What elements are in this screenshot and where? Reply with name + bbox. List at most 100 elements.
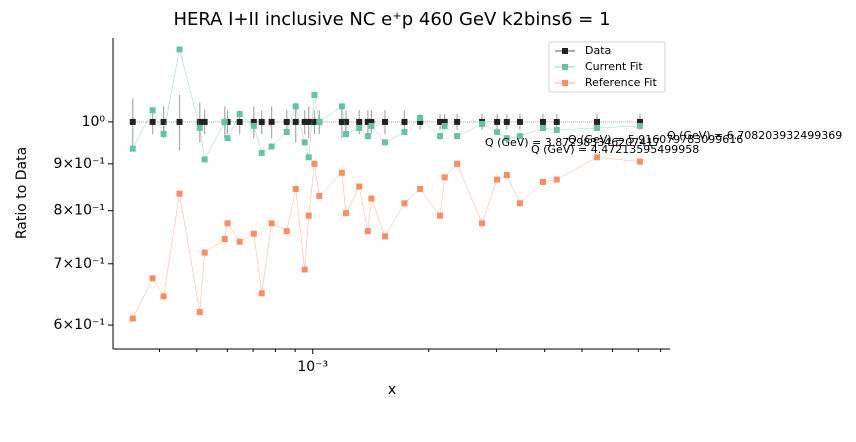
annotation: Q (GeV) = 6.708203932499369: [667, 129, 842, 142]
data-point: [250, 230, 257, 237]
data-point: [268, 143, 275, 150]
data-point: [364, 228, 371, 235]
data-point: [494, 129, 501, 136]
y-tick-label: 6×10⁻¹: [54, 317, 105, 333]
data-point: [441, 122, 448, 129]
data-point: [417, 118, 424, 125]
data-point: [283, 129, 290, 136]
data-point: [368, 118, 375, 125]
data-point: [338, 118, 345, 125]
y-tick-label: 9×10⁻¹: [54, 156, 105, 172]
data-point: [196, 118, 203, 125]
data-point: [301, 118, 308, 125]
data-point: [129, 145, 136, 152]
data-point: [381, 118, 388, 125]
data-point: [196, 309, 203, 316]
x-tick-label: 10⁻³: [297, 359, 328, 375]
y-tick-label: 8×10⁻¹: [54, 203, 105, 219]
data-point: [258, 118, 265, 125]
data-point: [553, 176, 560, 183]
data-point: [311, 160, 318, 167]
data-point: [417, 114, 424, 121]
data-point: [311, 118, 318, 125]
data-point: [338, 103, 345, 110]
data-point: [503, 172, 510, 179]
data-point: [301, 266, 308, 273]
annotation: Q (GeV) = 5.916079783099616: [568, 133, 743, 146]
data-point: [364, 118, 371, 125]
data-point: [176, 118, 183, 125]
data-point: [494, 176, 501, 183]
data-point: [343, 210, 350, 217]
data-point: [454, 160, 461, 167]
data-point: [221, 118, 228, 125]
data-point: [160, 118, 167, 125]
data-point: [292, 118, 299, 125]
data-point: [160, 131, 167, 138]
y-tick-label: 7×10⁻¹: [54, 256, 105, 272]
annotation: Q (GeV) = 4.47213595499958: [531, 143, 699, 156]
data-point: [516, 200, 523, 207]
data-point: [478, 220, 485, 227]
legend-label: Current Fit: [585, 60, 643, 73]
data-point: [401, 118, 408, 125]
data-point: [176, 190, 183, 197]
data-point: [149, 275, 156, 282]
data-point: [503, 135, 510, 142]
data-point: [343, 131, 350, 138]
data-point: [594, 118, 601, 125]
data-point: [196, 124, 203, 131]
data-point: [250, 122, 257, 129]
data-point: [454, 118, 461, 125]
data-point: [343, 118, 350, 125]
data-point: [437, 212, 444, 219]
data-point: [160, 293, 167, 300]
data-point: [540, 178, 547, 185]
data-point: [636, 118, 643, 125]
data-point: [311, 92, 318, 99]
data-point: [176, 46, 183, 53]
data-point: [441, 174, 448, 181]
data-point: [368, 195, 375, 202]
data-point: [301, 139, 308, 146]
data-point: [316, 193, 323, 200]
data-point: [283, 118, 290, 125]
data-point: [636, 122, 643, 129]
legend-marker: [562, 64, 568, 70]
annotation: Q (GeV) = 3.872983346207417: [485, 136, 660, 149]
data-point: [594, 124, 601, 131]
data-point: [381, 233, 388, 240]
data-point: [356, 118, 363, 125]
data-point: [494, 118, 501, 125]
data-point: [368, 122, 375, 129]
data-point: [381, 139, 388, 146]
data-point: [441, 118, 448, 125]
data-point: [540, 124, 547, 131]
data-point: [292, 185, 299, 192]
data-point: [401, 129, 408, 136]
data-point: [236, 111, 243, 118]
data-point: [250, 118, 257, 125]
data-point: [636, 158, 643, 165]
y-tick-label: 10⁰: [82, 114, 106, 130]
x-axis-label: x: [388, 382, 396, 398]
data-point: [338, 169, 345, 176]
data-point: [316, 118, 323, 125]
data-point: [129, 315, 136, 322]
data-point: [292, 103, 299, 110]
data-point: [201, 249, 208, 256]
data-point: [364, 133, 371, 140]
data-point: [258, 290, 265, 297]
data-point: [305, 212, 312, 219]
data-point: [417, 185, 424, 192]
data-point: [540, 118, 547, 125]
data-point: [553, 126, 560, 133]
data-point: [149, 118, 156, 125]
data-point: [553, 118, 560, 125]
data-point: [268, 118, 275, 125]
data-point: [224, 220, 231, 227]
data-point: [236, 238, 243, 245]
legend-marker: [562, 48, 568, 54]
chart-title: HERA I+II inclusive NC e⁺p 460 GeV k2bin…: [173, 9, 610, 30]
